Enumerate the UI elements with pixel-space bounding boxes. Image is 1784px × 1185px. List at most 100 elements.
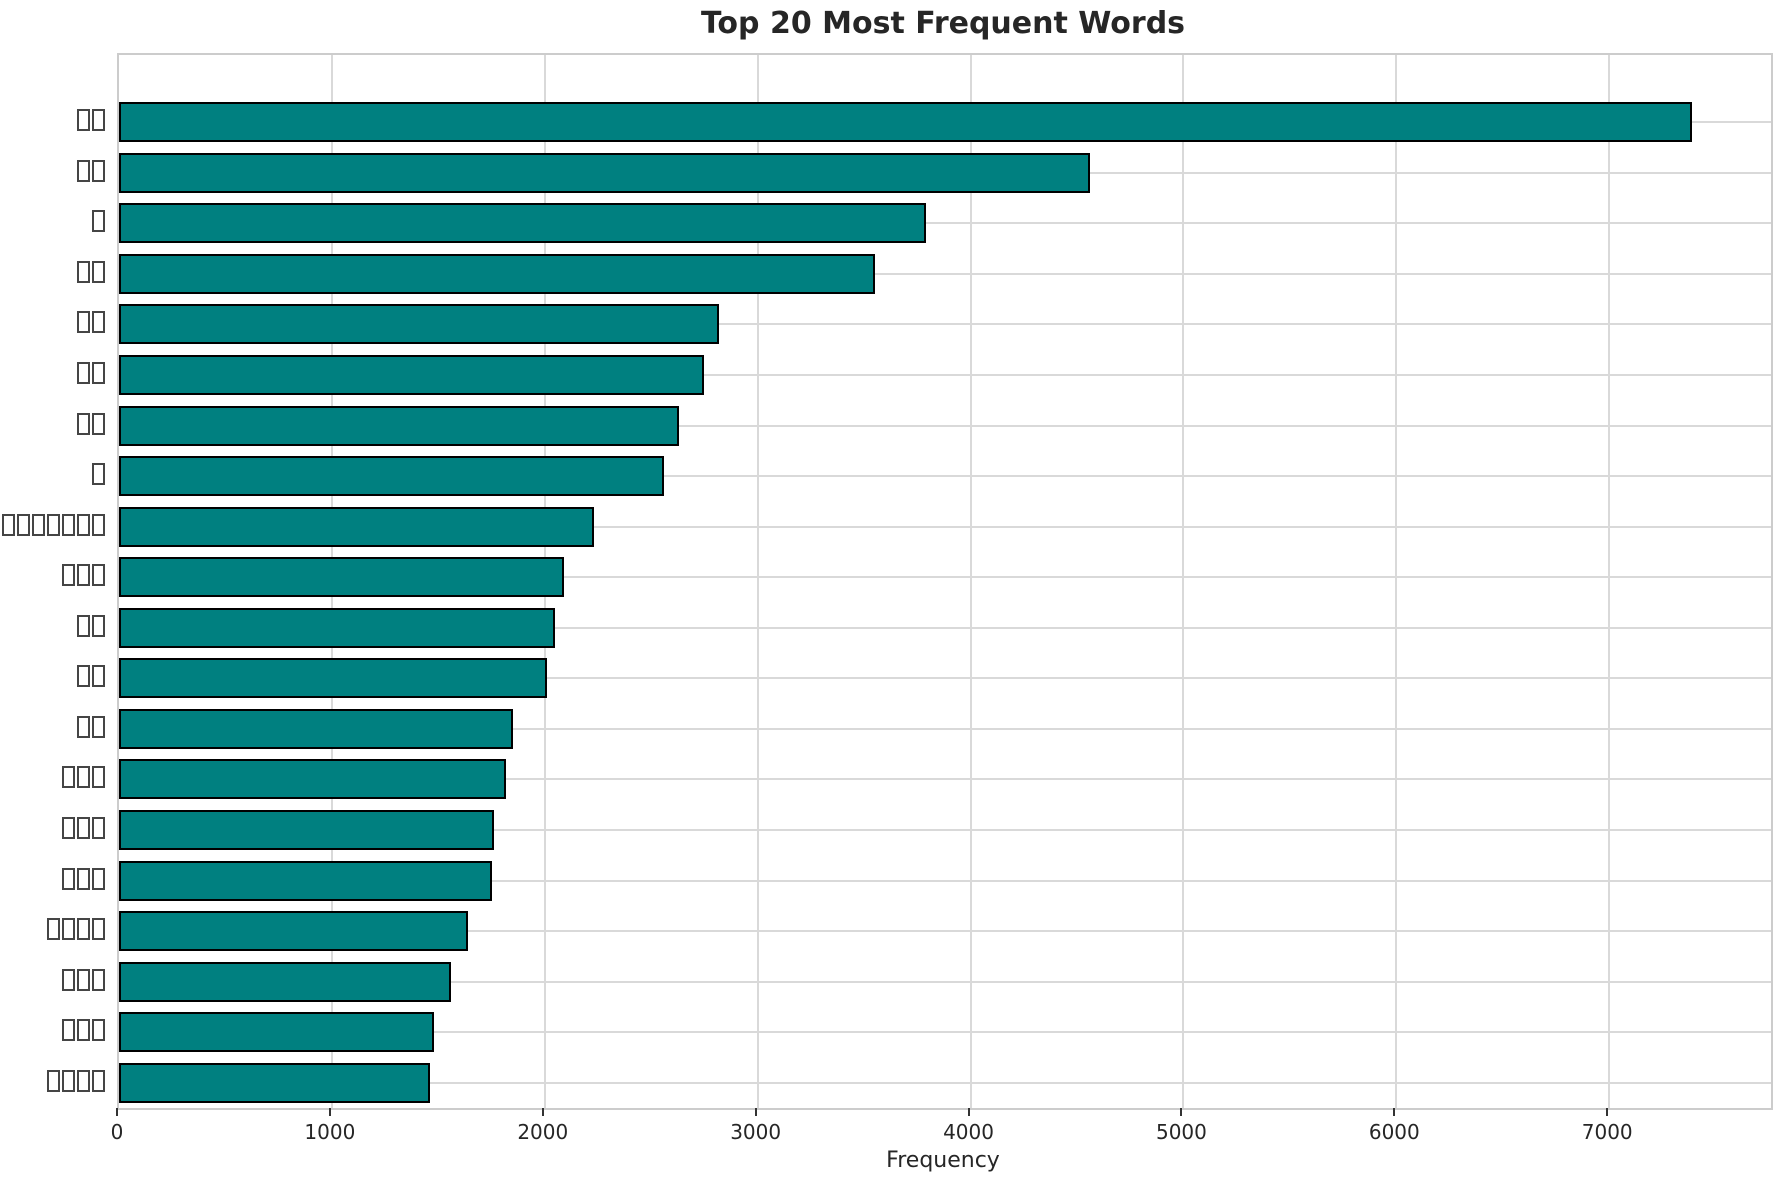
plot-area bbox=[117, 53, 1773, 1110]
tofu-glyph bbox=[77, 614, 90, 637]
vertical-gridline bbox=[969, 55, 972, 1108]
bar bbox=[119, 102, 1693, 143]
tofu-glyph bbox=[2, 513, 15, 536]
horizontal-gridline bbox=[119, 374, 1771, 377]
bar bbox=[119, 708, 513, 749]
x-tick-mark bbox=[1606, 1108, 1609, 1116]
y-tick-label bbox=[0, 398, 105, 449]
bar-row bbox=[119, 805, 1771, 856]
y-tick-label bbox=[0, 803, 105, 854]
horizontal-gridline bbox=[119, 828, 1771, 831]
tofu-glyph bbox=[77, 1069, 90, 1092]
tofu-glyph bbox=[62, 564, 75, 587]
x-axis-title: Frequency bbox=[886, 1148, 1000, 1173]
bar bbox=[119, 304, 720, 345]
y-tick-label bbox=[0, 499, 105, 550]
bar-row bbox=[119, 97, 1771, 148]
bar-row bbox=[119, 451, 1771, 502]
tofu-glyph bbox=[77, 665, 90, 688]
tofu-glyph bbox=[62, 867, 75, 890]
bar bbox=[119, 506, 594, 547]
tofu-glyph bbox=[77, 109, 90, 132]
bar-row bbox=[119, 603, 1771, 654]
tofu-glyph bbox=[17, 513, 30, 536]
y-tick-label bbox=[0, 954, 105, 1005]
horizontal-gridline bbox=[119, 475, 1771, 478]
y-tick-label bbox=[0, 1055, 105, 1106]
bar bbox=[119, 860, 492, 901]
tofu-glyph bbox=[92, 614, 105, 637]
bar bbox=[119, 203, 926, 244]
tofu-glyph bbox=[32, 513, 45, 536]
y-tick-label bbox=[0, 449, 105, 500]
y-axis-labels bbox=[0, 95, 105, 1106]
bar bbox=[119, 809, 494, 850]
tofu-glyph bbox=[62, 513, 75, 536]
tofu-glyph bbox=[47, 513, 60, 536]
bar-row bbox=[119, 906, 1771, 957]
bar bbox=[119, 759, 507, 800]
x-tick-mark bbox=[1180, 1108, 1183, 1116]
tofu-glyph bbox=[92, 766, 105, 789]
tofu-glyph bbox=[92, 564, 105, 587]
tofu-glyph bbox=[92, 463, 105, 486]
y-tick-label bbox=[0, 348, 105, 399]
bar bbox=[119, 405, 679, 446]
x-tick-mark bbox=[1393, 1108, 1396, 1116]
x-axis: 0 1000 2000 3000 4000 5000 6000 7000 bbox=[111, 1108, 1769, 1158]
tofu-glyph bbox=[92, 715, 105, 738]
tofu-glyph bbox=[92, 260, 105, 283]
bar-row bbox=[119, 956, 1771, 1007]
bar-row bbox=[119, 501, 1771, 552]
tofu-glyph bbox=[92, 513, 105, 536]
y-tick-label bbox=[0, 146, 105, 197]
vertical-gridline bbox=[756, 55, 759, 1108]
x-tick-mark bbox=[541, 1108, 544, 1116]
bar-row bbox=[119, 855, 1771, 906]
x-tick-label: 5000 bbox=[1155, 1120, 1207, 1144]
tofu-glyph bbox=[62, 1019, 75, 1042]
tofu-glyph bbox=[77, 564, 90, 587]
tofu-glyph bbox=[77, 260, 90, 283]
y-tick-label bbox=[0, 702, 105, 753]
tofu-glyph bbox=[92, 816, 105, 839]
tofu-glyph bbox=[92, 311, 105, 334]
bar-row bbox=[119, 1057, 1771, 1108]
bar bbox=[119, 152, 1090, 193]
horizontal-gridline bbox=[119, 677, 1771, 680]
bar-row bbox=[119, 653, 1771, 704]
y-tick-label bbox=[0, 752, 105, 803]
bar bbox=[119, 658, 547, 699]
y-tick-label bbox=[0, 297, 105, 348]
x-tick-label: 1000 bbox=[304, 1120, 356, 1144]
tofu-glyph bbox=[77, 362, 90, 385]
tofu-glyph bbox=[77, 412, 90, 435]
bar-row bbox=[119, 198, 1771, 249]
bar bbox=[119, 557, 564, 598]
tofu-glyph bbox=[77, 918, 90, 941]
bar-rows bbox=[119, 97, 1771, 1108]
x-tick-label: 0 bbox=[110, 1120, 124, 1144]
tofu-glyph bbox=[47, 1069, 60, 1092]
bar bbox=[119, 1012, 435, 1053]
tofu-glyph bbox=[92, 362, 105, 385]
horizontal-gridline bbox=[119, 525, 1771, 528]
bar-row bbox=[119, 704, 1771, 755]
y-tick-label bbox=[0, 853, 105, 904]
x-tick-mark bbox=[328, 1108, 331, 1116]
bar bbox=[119, 961, 452, 1002]
horizontal-gridline bbox=[119, 1031, 1771, 1034]
y-tick-label bbox=[0, 247, 105, 298]
y-tick-label bbox=[0, 95, 105, 146]
x-tick-label: 4000 bbox=[943, 1120, 994, 1144]
bar-row bbox=[119, 552, 1771, 603]
y-tick-label bbox=[0, 904, 105, 955]
tofu-glyph bbox=[62, 766, 75, 789]
bar bbox=[119, 253, 875, 294]
tofu-glyph bbox=[92, 412, 105, 435]
tofu-glyph bbox=[77, 311, 90, 334]
x-tick-label: 2000 bbox=[517, 1120, 569, 1144]
tofu-glyph bbox=[77, 867, 90, 890]
horizontal-gridline bbox=[119, 323, 1771, 326]
